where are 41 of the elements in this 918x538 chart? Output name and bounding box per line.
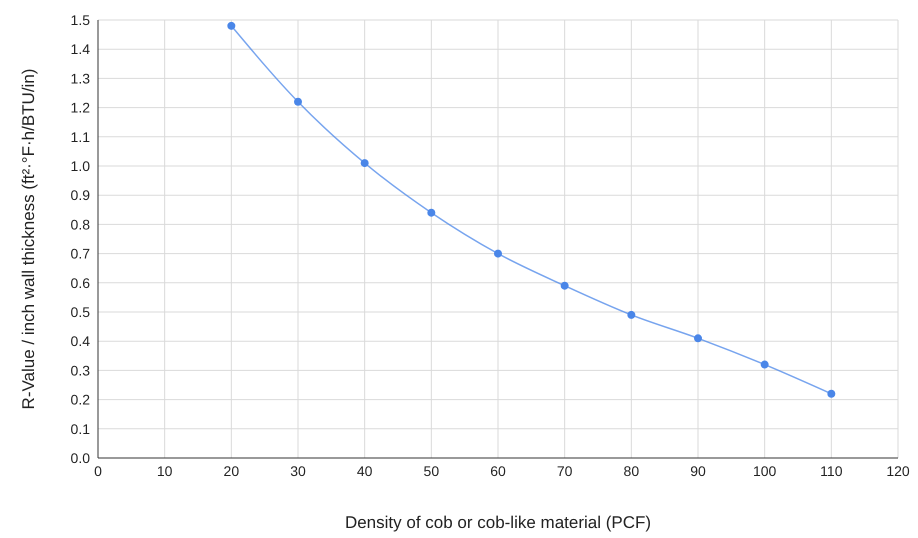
- point: [360, 159, 369, 168]
- x-tick-label: 120: [886, 462, 910, 479]
- y-tick-label: 1.0: [70, 158, 90, 174]
- x-tick-label: 50: [424, 462, 440, 479]
- x-tick-label: 0: [94, 462, 102, 479]
- x-axis-title: Density of cob or cob-like material (PCF): [344, 513, 652, 532]
- x-tick-label: 30: [290, 462, 306, 479]
- y-tick-label: 0.8: [70, 216, 90, 232]
- y-tick-label: 1.4: [70, 41, 90, 58]
- point: [494, 250, 502, 258]
- point: [627, 310, 636, 319]
- y-tick-label: 0.6: [70, 274, 90, 291]
- point: [560, 282, 569, 290]
- x-tick-label: 40: [356, 462, 373, 479]
- y-tick-label: 0.0: [70, 450, 90, 466]
- x-tick-label: 80: [624, 462, 640, 479]
- y-tick-label: 0.9: [70, 187, 90, 204]
- y-axis-title: R-Value / inch wall thickness (ft²·°F·h/BTU/in): [19, 68, 38, 410]
- point: [694, 334, 702, 342]
- y-tick-label: 0.3: [70, 362, 90, 378]
- x-tick-label: 10: [156, 462, 173, 479]
- x-tick-label: 70: [556, 462, 573, 479]
- point: [827, 390, 836, 398]
- y-tick-label: 0.7: [70, 246, 90, 262]
- y-tick-label: 1.2: [70, 100, 90, 116]
- x-tick-label: 100: [752, 462, 777, 479]
- y-tick-label: 0.2: [70, 392, 90, 408]
- y-tick-label: 0.4: [70, 333, 90, 350]
- x-tick-label: 60: [490, 462, 506, 479]
- point: [427, 208, 436, 217]
- y-tick-label: 1.1: [70, 128, 90, 145]
- y-tick-label: 0.5: [70, 304, 90, 320]
- point: [760, 360, 769, 369]
- y-tick-label: 1.3: [70, 70, 90, 86]
- y-tick-label: 1.5: [70, 12, 90, 28]
- point: [294, 98, 302, 106]
- x-tick-label: 110: [820, 462, 843, 479]
- x-tick-label: 90: [690, 462, 706, 479]
- point: [227, 22, 236, 30]
- y-tick-label: 0.1: [70, 420, 90, 437]
- x-tick-label: 20: [224, 462, 240, 479]
